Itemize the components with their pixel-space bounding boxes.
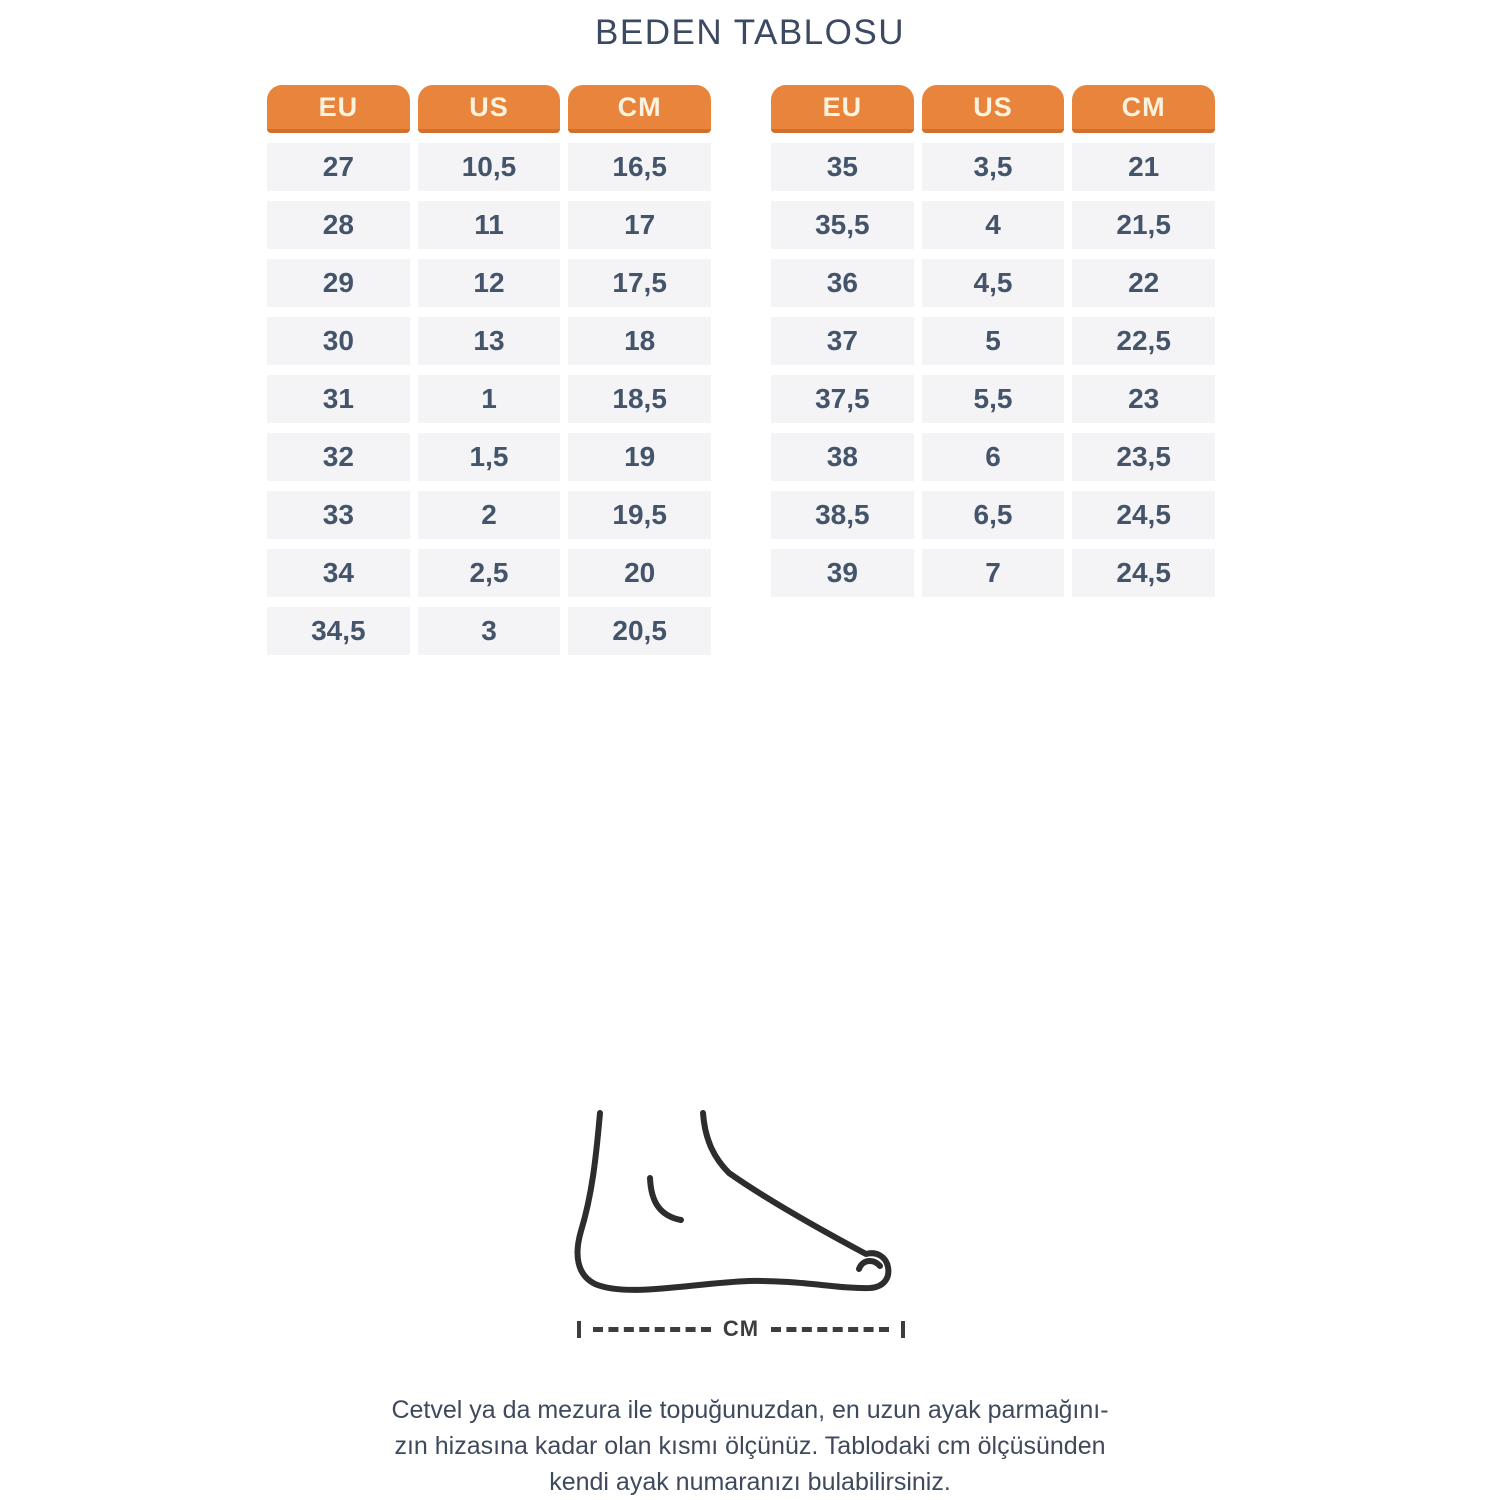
- table-row: 33 2 19,5: [267, 491, 711, 539]
- size-cell: 37: [771, 317, 914, 365]
- size-cell: 2: [417, 491, 561, 539]
- column-header-eu: EU: [267, 85, 410, 133]
- size-cell: 6: [921, 433, 1065, 481]
- size-cell: 24,5: [1072, 491, 1215, 539]
- column-header-us: US: [417, 85, 561, 133]
- size-cell: 34: [267, 549, 410, 597]
- size-cell: 38: [771, 433, 914, 481]
- table-row: 39 7 24,5: [771, 549, 1215, 597]
- size-table-right: EU US CM 35 3,5 21 35,5 4 21,5 36 4,5 22 37 5 22,5 37,…: [771, 85, 1215, 597]
- dashed-segment-left: [593, 1326, 711, 1332]
- size-cell: 5: [921, 317, 1065, 365]
- size-cell: 18,5: [568, 375, 711, 423]
- column-header-eu: EU: [771, 85, 914, 133]
- size-cell: 2,5: [417, 549, 561, 597]
- size-cell: 3,5: [921, 143, 1065, 191]
- size-cell: 23: [1072, 375, 1215, 423]
- size-cell: 21: [1072, 143, 1215, 191]
- foot-outline-icon: [553, 1083, 925, 1323]
- size-cell: 11: [417, 201, 561, 249]
- size-cell: 17: [568, 201, 711, 249]
- size-cell: 37,5: [771, 375, 914, 423]
- size-table-left: EU US CM 27 10,5 16,5 28 11 17 29 12 17,5 30 13 18 31 1…: [267, 85, 711, 655]
- column-header-us: US: [921, 85, 1065, 133]
- table-body: 27 10,5 16,5 28 11 17 29 12 17,5 30 13 18 31 1 18,5 32 1…: [267, 143, 711, 655]
- size-cell: 31: [267, 375, 410, 423]
- size-cell: 19: [568, 433, 711, 481]
- measure-line-label: CM: [722, 1316, 760, 1341]
- size-cell: 1,5: [417, 433, 561, 481]
- size-cell: 22,5: [1072, 317, 1215, 365]
- size-cell: 16,5: [568, 143, 711, 191]
- size-cell: 4,5: [921, 259, 1065, 307]
- size-cell: 39: [771, 549, 914, 597]
- dashed-segment-right: [771, 1326, 889, 1332]
- size-cell: 12: [417, 259, 561, 307]
- instruction-line-3: kendi ayak numaranızı bulabilirsiniz.: [549, 1468, 951, 1496]
- size-cell: 4: [921, 201, 1065, 249]
- size-cell: 29: [267, 259, 410, 307]
- size-cell: 23,5: [1072, 433, 1215, 481]
- size-cell: 19,5: [568, 491, 711, 539]
- size-cell: 35: [771, 143, 914, 191]
- size-cell: 1: [417, 375, 561, 423]
- size-cell: 27: [267, 143, 410, 191]
- instructions-text: Cetvel ya da mezura ile topuğunuzdan, en…: [0, 1392, 1500, 1500]
- size-cell: 10,5: [417, 143, 561, 191]
- table-row: 35 3,5 21: [771, 143, 1215, 191]
- size-cell: 36: [771, 259, 914, 307]
- size-cell: 20: [568, 549, 711, 597]
- size-cell: 24,5: [1072, 549, 1215, 597]
- size-cell: 17,5: [568, 259, 711, 307]
- table-row: 29 12 17,5: [267, 259, 711, 307]
- size-cell: 5,5: [921, 375, 1065, 423]
- measure-line: CM: [577, 1315, 905, 1343]
- table-row: 37,5 5,5 23: [771, 375, 1215, 423]
- column-header-cm: CM: [1072, 85, 1215, 133]
- size-cell: 28: [267, 201, 410, 249]
- table-row: 35,5 4 21,5: [771, 201, 1215, 249]
- size-cell: 3: [417, 607, 561, 655]
- table-row: 34,5 3 20,5: [267, 607, 711, 655]
- table-body: 35 3,5 21 35,5 4 21,5 36 4,5 22 37 5 22,5 37,5 5,5 23 3…: [771, 143, 1215, 597]
- size-cell: 33: [267, 491, 410, 539]
- table-row: 30 13 18: [267, 317, 711, 365]
- size-cell: 38,5: [771, 491, 914, 539]
- table-row: 27 10,5 16,5: [267, 143, 711, 191]
- table-row: 36 4,5 22: [771, 259, 1215, 307]
- size-cell: 18: [568, 317, 711, 365]
- size-cell: 20,5: [568, 607, 711, 655]
- measure-end-tick-right: [901, 1320, 905, 1338]
- size-cell: 21,5: [1072, 201, 1215, 249]
- table-row: 32 1,5 19: [267, 433, 711, 481]
- size-cell: 30: [267, 317, 410, 365]
- size-cell: 32: [267, 433, 410, 481]
- table-header-row: EU US CM: [771, 85, 1215, 133]
- measure-end-tick-left: [577, 1320, 581, 1338]
- table-header-row: EU US CM: [267, 85, 711, 133]
- table-row: 34 2,5 20: [267, 549, 711, 597]
- column-header-cm: CM: [568, 85, 711, 133]
- table-row: 38,5 6,5 24,5: [771, 491, 1215, 539]
- size-cell: 22: [1072, 259, 1215, 307]
- size-cell: 7: [921, 549, 1065, 597]
- table-row: 28 11 17: [267, 201, 711, 249]
- table-row: 31 1 18,5: [267, 375, 711, 423]
- size-cell: 34,5: [267, 607, 410, 655]
- instruction-line-2: zın hizasına kadar olan kısmı ölçünüz. T…: [394, 1432, 1106, 1460]
- size-cell: 6,5: [921, 491, 1065, 539]
- size-cell: 35,5: [771, 201, 914, 249]
- page-title: BEDEN TABLOSU: [595, 13, 905, 52]
- table-row: 38 6 23,5: [771, 433, 1215, 481]
- table-row: 37 5 22,5: [771, 317, 1215, 365]
- size-cell: 13: [417, 317, 561, 365]
- instruction-line-1: Cetvel ya da mezura ile topuğunuzdan, en…: [391, 1396, 1109, 1424]
